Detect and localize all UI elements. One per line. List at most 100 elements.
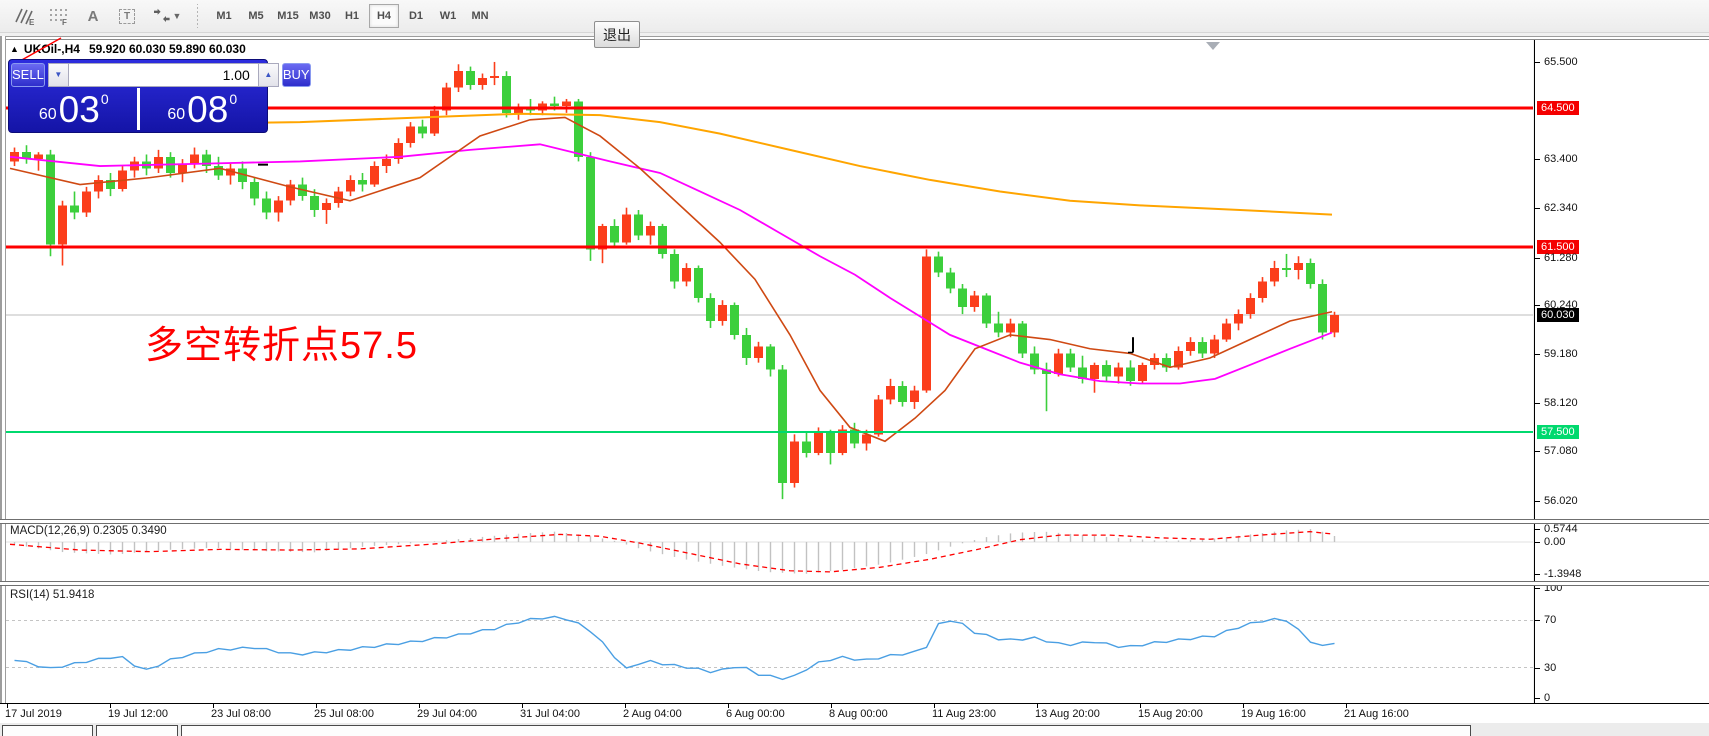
time-axis-label: 31 Jul 04:00 (520, 708, 580, 720)
chart-tab[interactable] (96, 725, 178, 736)
rsi-panel-splitter[interactable] (0, 581, 1709, 586)
one-click-trading-panel: SELL ▼ ▲ BUY 60 03 0 60 08 0 (8, 59, 311, 133)
axis-tick (1535, 529, 1540, 530)
axis-tick (1037, 704, 1038, 708)
volume-increase-button[interactable]: ▲ (257, 62, 279, 87)
timeframe-m30[interactable]: M30 (305, 4, 335, 28)
cycles-button[interactable]: ▼ (144, 3, 188, 29)
label-tool-button[interactable]: A (76, 3, 110, 29)
chart-title: ▲ UKOil-,H4 59.920 60.030 59.890 60.030 (10, 42, 246, 56)
chevron-down-icon: ▼ (172, 11, 182, 21)
sell-price-pips: 03 (58, 88, 100, 130)
axis-tick (1535, 403, 1540, 404)
axis-tick (1535, 698, 1540, 699)
grid-button[interactable]: F (42, 3, 76, 29)
price-axis-label: 62.340 (1544, 202, 1578, 214)
axis-tick (522, 704, 523, 708)
toolbar: E F A T (0, 0, 1709, 33)
buy-price-pips: 08 (187, 88, 229, 130)
volume-input[interactable] (68, 62, 258, 87)
axis-tick (1535, 258, 1540, 259)
time-axis-label: 25 Jul 08:00 (314, 708, 374, 720)
price-chart (6, 61, 1533, 681)
axis-tick (1535, 668, 1540, 669)
chart-tab[interactable] (181, 725, 1471, 736)
buy-price-whole: 60 (167, 106, 186, 123)
exit-button[interactable]: 退出 (594, 21, 640, 48)
macd-axis-label: 0.00 (1544, 536, 1566, 548)
axis-tick (1535, 574, 1540, 575)
price-axis-label-badge: 64.500 (1537, 101, 1579, 115)
timeframe-group: M1 M5 M15 M30 H1 H4 D1 W1 MN (208, 4, 496, 28)
time-axis-label: 2 Aug 04:00 (623, 708, 682, 720)
sell-price[interactable]: 60 03 0 (11, 88, 137, 130)
price-axis-label: 59.180 (1544, 348, 1578, 360)
axis-tick (213, 704, 214, 708)
axis-tick (7, 704, 8, 708)
macd-panel-splitter[interactable] (0, 519, 1709, 524)
trendline-fragment (19, 37, 62, 62)
axis-tick (1346, 704, 1347, 708)
symbol-arrow-icon: ▲ (10, 44, 19, 54)
rsi-axis-label: 0 (1544, 692, 1551, 704)
grid-f-icon: F (48, 6, 70, 26)
price-axis-label-badge: 61.500 (1537, 240, 1579, 254)
text-tool-icon: T (119, 8, 135, 24)
svg-text:F: F (62, 18, 67, 26)
chart-tab[interactable] (2, 725, 93, 736)
axis-tick (1535, 588, 1540, 589)
window-border-top (0, 36, 1709, 40)
timeframe-mn[interactable]: MN (465, 4, 495, 28)
timeframe-m1[interactable]: M1 (209, 4, 239, 28)
time-axis-label: 11 Aug 23:00 (932, 708, 997, 720)
time-axis-label: 21 Aug 16:00 (1344, 708, 1409, 720)
macd-label: MACD(12,26,9) 0.2305 0.3490 (10, 525, 167, 537)
axis-tick (1535, 501, 1540, 502)
time-axis-label: 23 Jul 08:00 (211, 708, 271, 720)
time-axis-label: 8 Aug 00:00 (829, 708, 888, 720)
volume-decrease-button[interactable]: ▼ (47, 62, 69, 87)
rsi-axis-label: 30 (1544, 662, 1557, 674)
volume-stepper: ▼ ▲ (47, 62, 279, 87)
price-divider (136, 88, 140, 130)
axis-tick (1140, 704, 1141, 708)
timeframe-m5[interactable]: M5 (241, 4, 271, 28)
axis-tick (1243, 704, 1244, 708)
price-axis-label-badge: 57.500 (1537, 425, 1579, 439)
buy-button[interactable]: BUY (281, 62, 311, 87)
time-axis-label: 19 Aug 16:00 (1241, 708, 1306, 720)
experts-button[interactable]: E (8, 3, 42, 29)
text-tool-button[interactable]: T (110, 3, 144, 29)
time-axis-label: 15 Aug 20:00 (1138, 708, 1203, 720)
price-axis-label: 57.080 (1544, 445, 1578, 457)
buy-price-point: 0 (229, 91, 238, 107)
one-click-top-row: SELL ▼ ▲ BUY (9, 60, 311, 87)
axis-tick (831, 704, 832, 708)
price-axis[interactable]: 65.500 64.500 63.400 62.340 61.500 61.280 60.2… (1534, 40, 1709, 704)
timeframe-d1[interactable]: D1 (401, 4, 431, 28)
timeframe-m15[interactable]: M15 (273, 4, 303, 28)
time-axis[interactable]: 17 Jul 2019 19 Jul 12:00 23 Jul 08:00 25 Ju… (0, 703, 1709, 723)
timeframe-h1[interactable]: H1 (337, 4, 367, 28)
cycles-icon (151, 7, 171, 25)
sell-button[interactable]: SELL (11, 62, 45, 87)
price-axis-label-badge: 60.030 (1537, 308, 1579, 322)
axis-tick (625, 704, 626, 708)
timeframe-h4[interactable]: H4 (369, 4, 399, 28)
price-axis-label: 65.500 (1544, 56, 1578, 68)
axis-tick (1535, 208, 1540, 209)
toolbar-separator (194, 4, 200, 28)
label-a-icon: A (87, 7, 99, 25)
ohlc-values: 59.920 60.030 59.890 60.030 (88, 42, 246, 56)
svg-text:E: E (29, 18, 35, 26)
timeframe-w1[interactable]: W1 (433, 4, 463, 28)
axis-tick (110, 704, 111, 708)
rsi-label: RSI(14) 51.9418 (10, 589, 95, 601)
axis-tick (1535, 305, 1540, 306)
chart-plot-area[interactable] (6, 40, 1533, 703)
one-click-prices: 60 03 0 60 08 0 (9, 87, 267, 132)
window-border-left (0, 36, 6, 736)
buy-price[interactable]: 60 08 0 (140, 88, 266, 130)
time-axis-label: 6 Aug 00:00 (726, 708, 785, 720)
